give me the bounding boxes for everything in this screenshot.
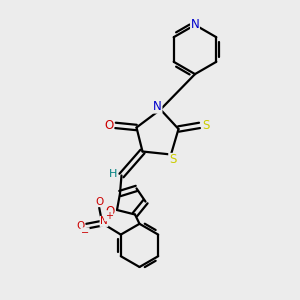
Text: −: − — [81, 228, 89, 238]
Text: N: N — [190, 18, 200, 32]
Text: O: O — [106, 205, 115, 218]
Text: O: O — [104, 119, 113, 132]
Text: H: H — [109, 169, 117, 179]
Text: N: N — [153, 100, 162, 113]
Text: S: S — [169, 153, 176, 167]
Text: O: O — [96, 196, 104, 207]
Text: O: O — [76, 221, 85, 231]
Text: +: + — [105, 211, 113, 221]
Text: N: N — [100, 216, 108, 226]
Text: S: S — [202, 119, 209, 132]
